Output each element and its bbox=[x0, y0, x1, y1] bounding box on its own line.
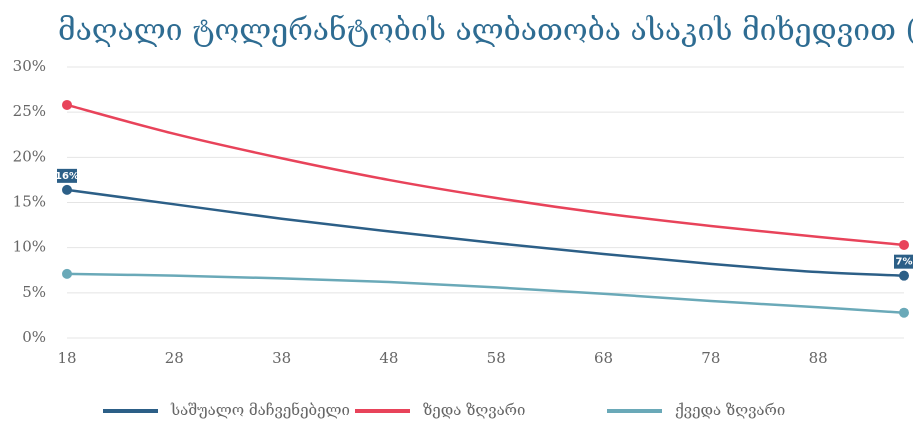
x-tick-label: 58 bbox=[487, 349, 506, 367]
point bbox=[62, 268, 72, 279]
line bbox=[66, 188, 905, 277]
line bbox=[66, 272, 905, 314]
y-tick-label: 5% bbox=[22, 283, 46, 301]
x-tick-label: 48 bbox=[379, 349, 398, 367]
point bbox=[899, 270, 909, 281]
legend-label: ქვედა ზღვარი bbox=[675, 401, 785, 419]
x-tick-label: 78 bbox=[701, 349, 720, 367]
data-label-bg bbox=[57, 168, 77, 183]
y-tick-label: 0% bbox=[22, 328, 46, 346]
point bbox=[899, 239, 909, 250]
legend-label: საშუალო მაჩვენებელი bbox=[170, 401, 350, 419]
data-label: 7% bbox=[896, 257, 913, 268]
x-tick-label: 18 bbox=[57, 349, 76, 367]
x-tick-label: 28 bbox=[165, 349, 184, 367]
y-tick-label: 20% bbox=[13, 147, 46, 165]
y-tick-label: 30% bbox=[13, 57, 46, 75]
point bbox=[62, 184, 72, 195]
data-label: 16% bbox=[55, 171, 79, 182]
point bbox=[899, 307, 909, 318]
y-tick-label: 25% bbox=[13, 102, 46, 120]
data-label-bg bbox=[894, 254, 913, 269]
x-tick-label: 88 bbox=[809, 349, 828, 367]
x-tick-label: 68 bbox=[594, 349, 613, 367]
legend-label: ზედა ზღვარი bbox=[423, 401, 525, 419]
y-tick-label: 15% bbox=[13, 193, 46, 211]
y-tick-label: 10% bbox=[13, 238, 46, 256]
x-tick-label: 38 bbox=[272, 349, 291, 367]
line bbox=[66, 103, 905, 247]
point bbox=[62, 99, 72, 110]
chart-title: მაღალი ტოლერანტობის ალბათობა ასაკის მიხე… bbox=[58, 13, 913, 48]
